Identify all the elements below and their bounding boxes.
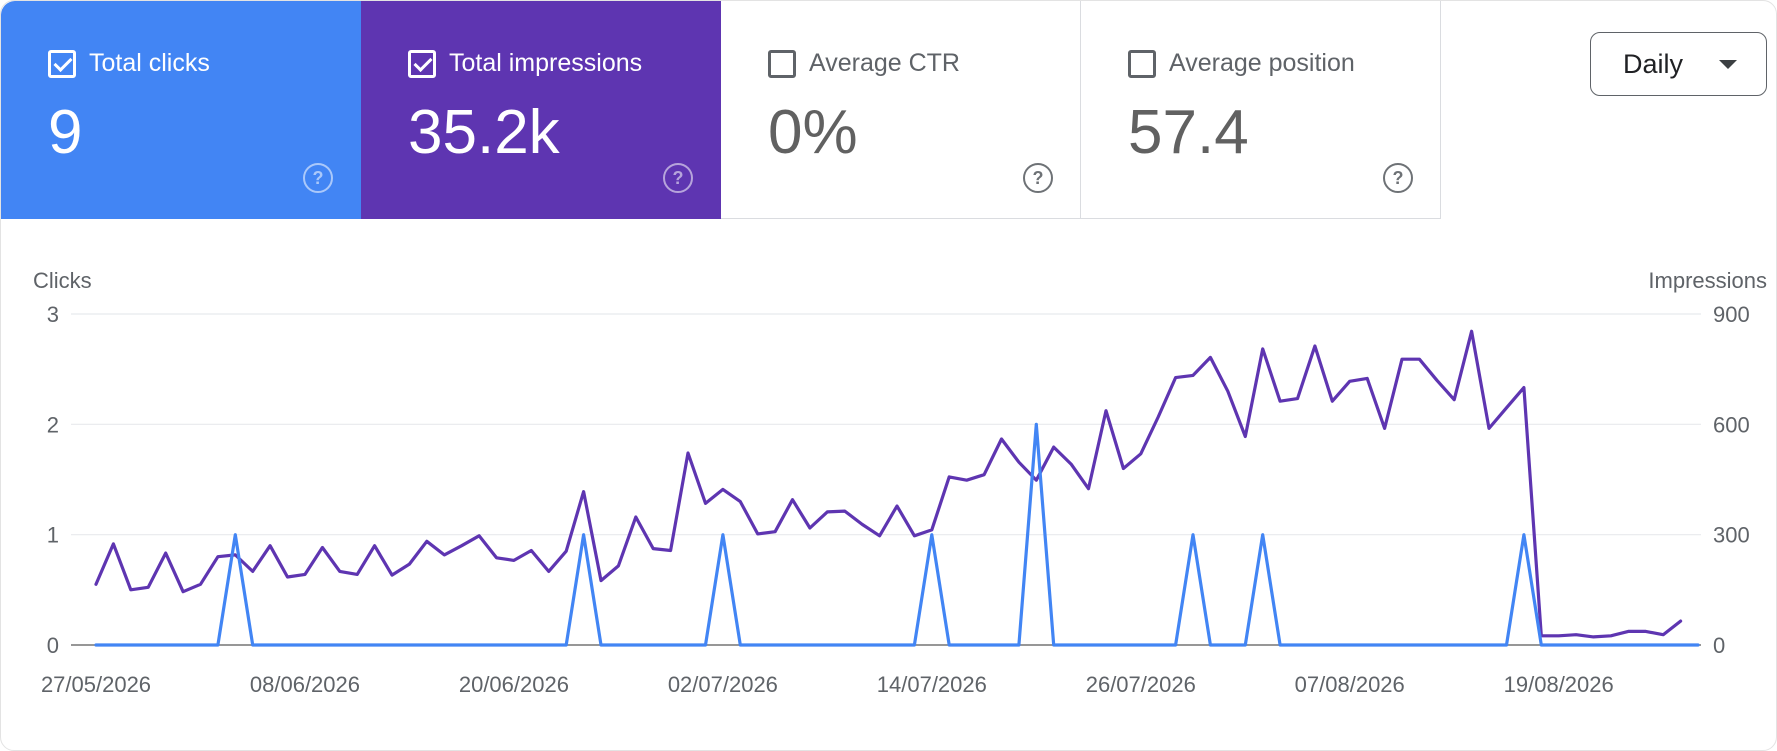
left-tick-label: 2 — [47, 412, 59, 437]
metric-cards: Total clicks 9 ? Total impressions 35.2k… — [1, 1, 1441, 219]
metric-value: 57.4 — [1128, 98, 1249, 167]
x-tick-label: 19/08/2026 — [1504, 672, 1614, 697]
performance-chart: Clicks Impressions 0 1 2 3 0 300 600 900 27/05… — [33, 268, 1767, 697]
help-icon[interactable]: ? — [1023, 163, 1053, 193]
help-icon[interactable]: ? — [663, 163, 693, 193]
x-tick-label: 14/07/2026 — [877, 672, 987, 697]
left-tick-label: 0 — [47, 633, 59, 658]
help-icon[interactable]: ? — [303, 163, 333, 193]
right-tick-label: 900 — [1713, 302, 1750, 327]
metric-label: Total clicks — [89, 49, 210, 77]
x-tick-label: 07/08/2026 — [1295, 672, 1405, 697]
caret-down-icon — [1719, 60, 1737, 69]
left-tick-label: 1 — [47, 523, 59, 548]
x-tick-label: 02/07/2026 — [668, 672, 778, 697]
series-lines — [94, 329, 1700, 647]
metric-label: Average CTR — [809, 49, 960, 77]
right-axis-ticks: 0 300 600 900 — [1713, 302, 1750, 658]
clicks-series-line — [94, 422, 1700, 647]
left-axis-ticks: 0 1 2 3 — [47, 302, 59, 658]
period-dropdown[interactable]: Daily — [1590, 32, 1767, 96]
x-tick-label: 26/07/2026 — [1086, 672, 1196, 697]
right-axis-title: Impressions — [1648, 268, 1767, 293]
checkbox-unchecked-icon[interactable] — [1128, 50, 1156, 78]
right-tick-label: 300 — [1713, 523, 1750, 548]
x-tick-label: 27/05/2026 — [41, 672, 151, 697]
x-tick-label: 20/06/2026 — [459, 672, 569, 697]
impressions-series-line — [94, 329, 1683, 639]
right-tick-label: 0 — [1713, 633, 1725, 658]
gridlines — [71, 313, 1701, 646]
metric-value: 9 — [48, 98, 83, 167]
metric-value: 35.2k — [408, 98, 560, 167]
metric-card-average-ctr[interactable]: Average CTR 0% ? — [721, 1, 1081, 219]
checkbox-checked-icon[interactable] — [48, 50, 76, 78]
left-axis-title: Clicks — [33, 268, 92, 293]
metric-label: Total impressions — [449, 49, 643, 77]
metric-card-average-position[interactable]: Average position 57.4 ? — [1081, 1, 1441, 219]
period-dropdown-label: Daily — [1623, 48, 1684, 79]
help-icon[interactable]: ? — [1383, 163, 1413, 193]
checkbox-unchecked-icon[interactable] — [768, 50, 796, 78]
metric-card-total-clicks[interactable]: Total clicks 9 ? — [1, 1, 361, 219]
x-axis-ticks: 27/05/2026 08/06/2026 20/06/2026 02/07/2026… — [41, 672, 1614, 697]
metric-value: 0% — [768, 98, 858, 167]
x-tick-label: 08/06/2026 — [250, 672, 360, 697]
metric-label: Average position — [1169, 49, 1355, 77]
metric-card-total-impressions[interactable]: Total impressions 35.2k ? — [361, 1, 721, 219]
checkbox-checked-icon[interactable] — [408, 50, 436, 78]
left-tick-label: 3 — [47, 302, 59, 327]
right-tick-label: 600 — [1713, 412, 1750, 437]
